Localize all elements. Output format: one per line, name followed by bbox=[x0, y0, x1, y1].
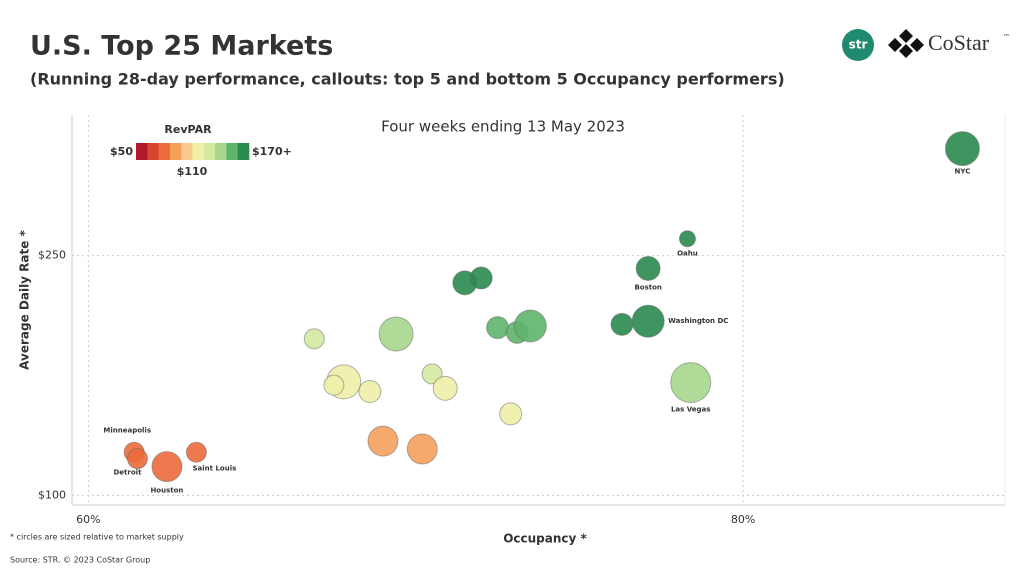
bubble bbox=[185, 441, 207, 463]
legend-swatch bbox=[181, 143, 193, 160]
point-label: Houston bbox=[150, 487, 183, 495]
legend-swatch bbox=[136, 143, 148, 160]
bubble bbox=[358, 380, 382, 404]
legend-max: $170+ bbox=[252, 145, 292, 158]
bubble bbox=[486, 316, 510, 340]
point-label: Minneapolis bbox=[103, 426, 151, 434]
bubble bbox=[323, 374, 345, 396]
bubble bbox=[432, 375, 458, 401]
bubble bbox=[631, 304, 665, 338]
point-label: Las Vegas bbox=[671, 406, 710, 414]
bubble bbox=[378, 316, 414, 352]
legend-swatch bbox=[203, 143, 216, 160]
y-tick-label: $250 bbox=[38, 249, 66, 262]
point-label: Oahu bbox=[677, 250, 698, 258]
str-logo bbox=[842, 29, 874, 61]
bubble bbox=[678, 230, 696, 248]
point-label: Washington DC bbox=[668, 317, 728, 325]
bubble bbox=[126, 448, 148, 470]
bubble bbox=[610, 312, 634, 336]
x-axis-label: Occupancy * bbox=[503, 532, 587, 546]
point-label: Boston bbox=[634, 283, 661, 291]
y-axis-label: Average Daily Rate * bbox=[18, 229, 32, 369]
bubble bbox=[367, 425, 399, 457]
costar-logo-icon bbox=[888, 29, 924, 58]
bubble bbox=[151, 451, 183, 483]
bubble bbox=[499, 402, 523, 426]
bubble bbox=[406, 433, 438, 465]
bubble bbox=[469, 266, 493, 290]
legend-swatch bbox=[169, 143, 182, 160]
chart-subtitle: (Running 28-day performance, callouts: t… bbox=[30, 70, 785, 89]
legend-swatch bbox=[226, 143, 238, 160]
legend-swatch bbox=[237, 143, 250, 160]
legend-title: RevPAR bbox=[164, 123, 212, 136]
y-tick-label: $100 bbox=[38, 488, 66, 501]
source: Source: STR. © 2023 CoStar Group bbox=[10, 556, 150, 565]
legend-swatch bbox=[147, 143, 159, 160]
bubble bbox=[635, 255, 661, 281]
bubble bbox=[513, 309, 547, 343]
bubble bbox=[944, 131, 980, 167]
bubble bbox=[303, 328, 325, 350]
footnote: * circles are sized relative to market s… bbox=[10, 533, 184, 542]
legend-swatch bbox=[192, 143, 205, 160]
annotation: Four weeks ending 13 May 2023 bbox=[381, 118, 625, 136]
legend-min: $50 bbox=[110, 145, 133, 158]
point-label: NYC bbox=[955, 168, 971, 176]
x-tick-label: 80% bbox=[731, 513, 755, 526]
x-tick-label: 60% bbox=[76, 513, 100, 526]
legend-swatch bbox=[215, 143, 227, 160]
bubble bbox=[670, 362, 712, 404]
legend-swatch bbox=[158, 143, 171, 160]
costar-tm: ™ bbox=[1003, 33, 1010, 41]
chart-title: U.S. Top 25 Markets bbox=[30, 31, 333, 62]
point-label: Detroit bbox=[114, 469, 143, 477]
str-logo-text: str bbox=[849, 38, 868, 52]
point-label: Saint Louis bbox=[193, 464, 237, 472]
costar-logo-text: CoStar bbox=[928, 30, 990, 55]
legend-mid: $110 bbox=[177, 165, 208, 178]
